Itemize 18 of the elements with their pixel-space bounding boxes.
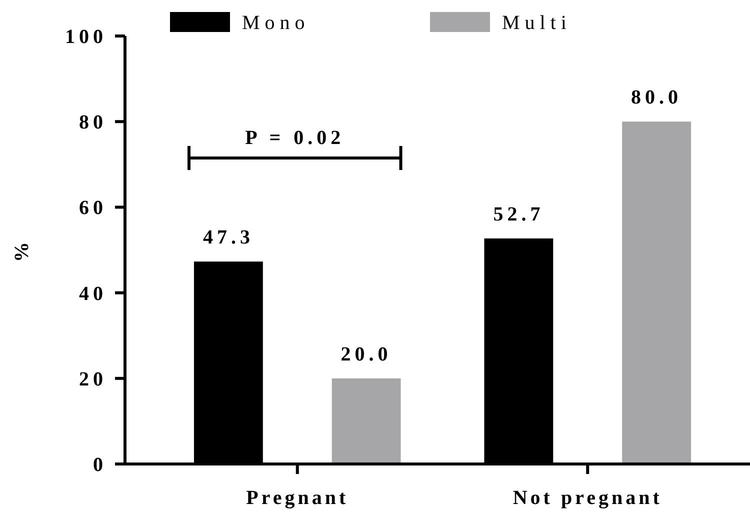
annotation: P = 0.02 — [245, 126, 345, 149]
bar — [622, 122, 692, 464]
y-tick-label: 0 — [93, 454, 107, 476]
data-label: 80.0 — [631, 86, 682, 109]
legend-label: Multi — [502, 12, 572, 34]
legend-label: Mono — [242, 12, 310, 34]
bar — [332, 378, 401, 464]
y-tick-label: 80 — [79, 112, 107, 134]
data-label: 52.7 — [493, 203, 544, 226]
x-tick-label: Pregnant — [246, 487, 349, 509]
x-tick-label: Not pregnant — [512, 487, 662, 509]
data-label: 47.3 — [202, 226, 254, 249]
data-label: 20.0 — [340, 343, 392, 366]
y-tick-label: 60 — [79, 197, 107, 220]
y-axis-title: % — [11, 238, 33, 262]
y-tick-label: 40 — [79, 282, 107, 305]
y-tick-label: 20 — [79, 368, 107, 390]
y-tick-label: 100 — [65, 26, 107, 48]
